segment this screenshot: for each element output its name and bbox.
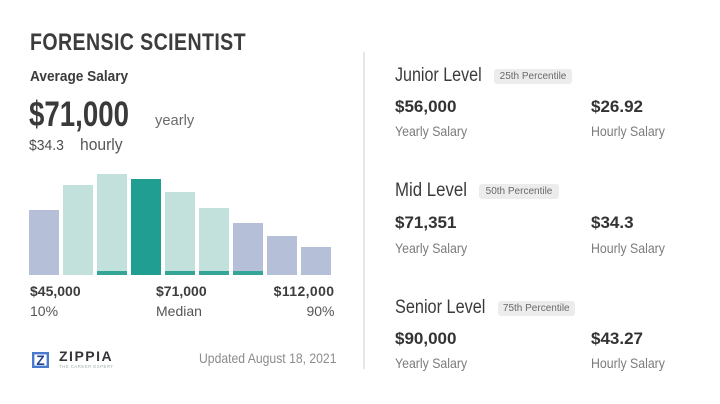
svg-text:Z: Z (36, 353, 44, 368)
